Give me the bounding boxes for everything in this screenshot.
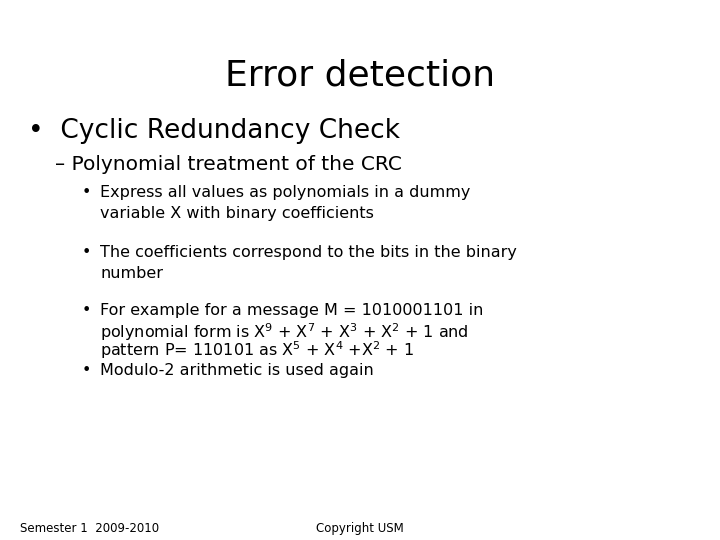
Text: Error detection: Error detection <box>225 58 495 92</box>
Text: •: • <box>82 303 91 318</box>
Text: •: • <box>82 245 91 260</box>
Text: •: • <box>82 363 91 378</box>
Text: •  Cyclic Redundancy Check: • Cyclic Redundancy Check <box>28 118 400 144</box>
Text: pattern P= 110101 as $\mathregular{X^5}$ + $\mathregular{X^4}$ +$\mathregular{X^: pattern P= 110101 as $\mathregular{X^5}$… <box>100 339 414 361</box>
Text: Express all values as polynomials in a dummy
variable X with binary coefficients: Express all values as polynomials in a d… <box>100 185 470 221</box>
Text: – Polynomial treatment of the CRC: – Polynomial treatment of the CRC <box>55 155 402 174</box>
Text: Copyright USM: Copyright USM <box>316 522 404 535</box>
Text: polynomial form is $\mathregular{X^9}$ + $\mathregular{X^7}$ + $\mathregular{X^3: polynomial form is $\mathregular{X^9}$ +… <box>100 321 469 343</box>
Text: Semester 1  2009-2010: Semester 1 2009-2010 <box>20 522 159 535</box>
Text: For example for a message M = 1010001101 in: For example for a message M = 1010001101… <box>100 303 483 318</box>
Text: •: • <box>82 185 91 200</box>
Text: The coefficients correspond to the bits in the binary
number: The coefficients correspond to the bits … <box>100 245 517 281</box>
Text: Modulo-2 arithmetic is used again: Modulo-2 arithmetic is used again <box>100 363 374 378</box>
